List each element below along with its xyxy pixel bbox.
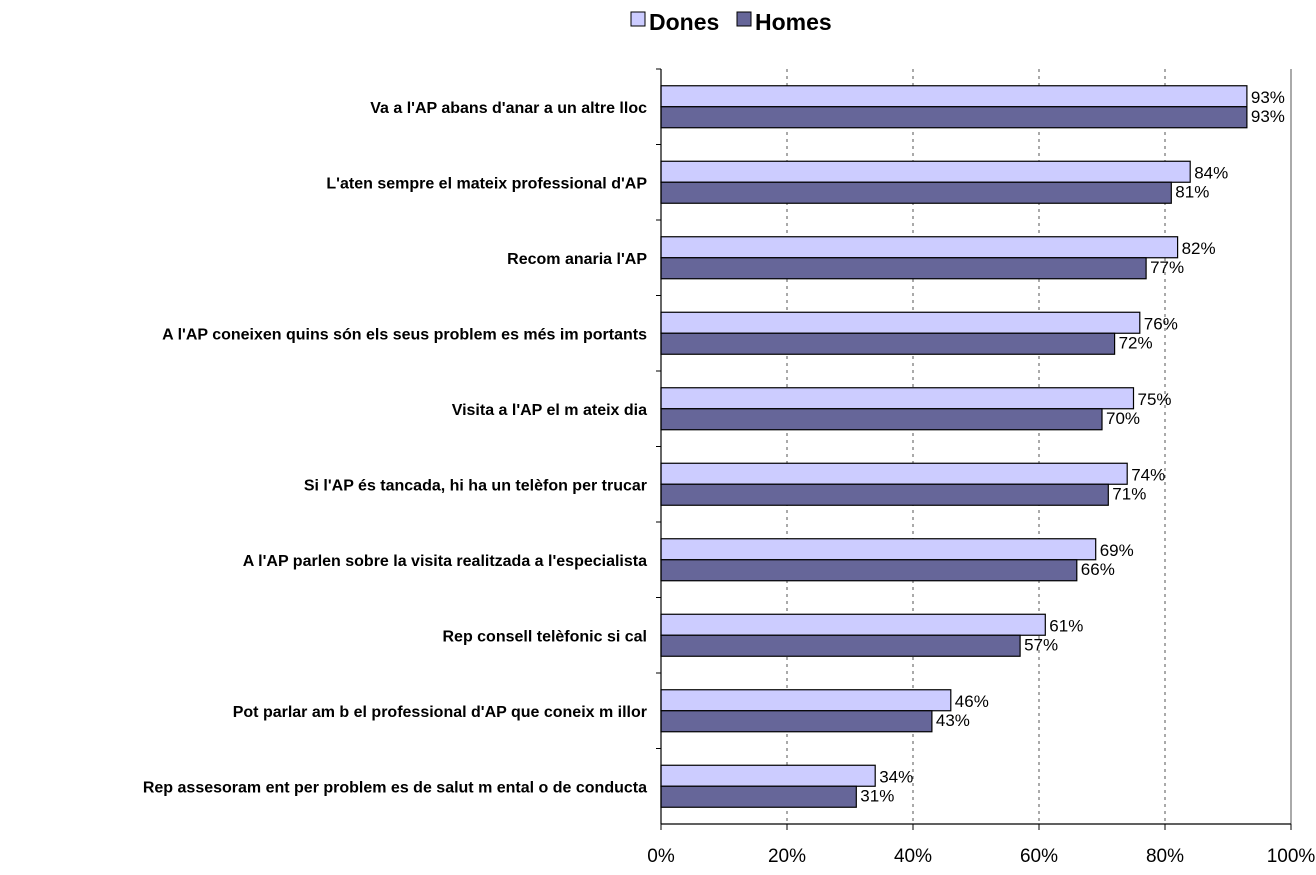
axes xyxy=(656,68,1292,830)
value-label-homes: 93% xyxy=(1251,107,1285,126)
value-labels: 93%93%84%81%82%77%76%72%75%70%74%71%69%6… xyxy=(860,88,1285,806)
category-label: A l'AP parlen sobre la visita realitzada… xyxy=(243,553,647,570)
bar-homes xyxy=(660,785,857,808)
grid-lines xyxy=(786,69,1292,824)
category-label: Recom anaria l'AP xyxy=(507,251,647,268)
value-label-homes: 43% xyxy=(936,711,970,730)
x-tick-label: 60% xyxy=(1020,846,1058,867)
value-label-dones: 34% xyxy=(879,767,913,786)
bar-homes xyxy=(660,181,1172,204)
value-label-homes: 66% xyxy=(1081,560,1115,579)
category-label: Si l'AP és tancada, hi ha un telèfon per… xyxy=(304,477,647,494)
value-label-homes: 70% xyxy=(1106,409,1140,428)
value-label-dones: 61% xyxy=(1049,616,1083,635)
x-tick-label: 40% xyxy=(894,846,932,867)
bar-dones xyxy=(660,613,1046,636)
bar-dones xyxy=(660,764,876,787)
bar-dones xyxy=(660,462,1128,485)
value-label-dones: 76% xyxy=(1144,314,1178,333)
bar-dones xyxy=(660,689,952,712)
bar-homes xyxy=(660,634,1021,657)
x-tick-labels: 0% 20% 40% 60% 80% 100% xyxy=(647,846,1315,867)
bar-dones xyxy=(660,160,1191,183)
legend-swatch-homes xyxy=(736,11,752,27)
bar-homes xyxy=(660,483,1109,506)
value-label-homes: 72% xyxy=(1119,333,1153,352)
x-tick-label: 0% xyxy=(647,846,675,867)
legend-swatch-dones xyxy=(630,11,646,27)
value-label-dones: 84% xyxy=(1194,163,1228,182)
category-label: Pot parlar am b el professional d'AP que… xyxy=(233,704,647,721)
bar-homes xyxy=(660,106,1248,129)
category-label: L'aten sempre el mateix professional d'A… xyxy=(326,175,647,192)
value-label-dones: 93% xyxy=(1251,88,1285,107)
category-labels: Va a l'AP abans d'anar a un altre lloc L'… xyxy=(143,100,647,797)
value-label-dones: 46% xyxy=(955,692,989,711)
category-label: A l'AP coneixen quins són els seus probl… xyxy=(162,326,647,343)
legend: Dones Homes xyxy=(630,9,832,35)
x-tick-label: 80% xyxy=(1146,846,1184,867)
category-label: Va a l'AP abans d'anar a un altre lloc xyxy=(370,100,647,117)
bar-dones xyxy=(660,311,1141,334)
category-label: Visita a l'AP el m ateix dia xyxy=(452,402,647,419)
value-label-homes: 57% xyxy=(1024,635,1058,654)
bar-dones xyxy=(660,85,1248,108)
bar-dones xyxy=(660,387,1135,410)
value-label-homes: 71% xyxy=(1112,484,1146,503)
legend-label-dones: Dones xyxy=(649,9,719,35)
bar-dones xyxy=(660,538,1097,561)
category-label: Rep consell telèfonic si cal xyxy=(442,628,647,645)
x-tick-label: 100% xyxy=(1267,846,1316,867)
legend-label-homes: Homes xyxy=(755,9,832,35)
value-label-dones: 75% xyxy=(1138,390,1172,409)
bar-homes xyxy=(660,408,1103,431)
bar-homes xyxy=(660,332,1116,355)
value-label-homes: 81% xyxy=(1175,182,1209,201)
value-label-homes: 31% xyxy=(860,786,894,805)
value-label-homes: 77% xyxy=(1150,258,1184,277)
value-label-dones: 69% xyxy=(1100,541,1134,560)
value-label-dones: 74% xyxy=(1131,465,1165,484)
bar-dones xyxy=(660,236,1179,259)
bar-homes xyxy=(660,257,1147,280)
bar-homes xyxy=(660,559,1078,582)
x-tick-label: 20% xyxy=(768,846,806,867)
value-label-dones: 82% xyxy=(1182,239,1216,258)
bar-homes xyxy=(660,710,933,733)
bars xyxy=(660,85,1248,808)
category-label: Rep assesoram ent per problem es de salu… xyxy=(143,779,647,796)
